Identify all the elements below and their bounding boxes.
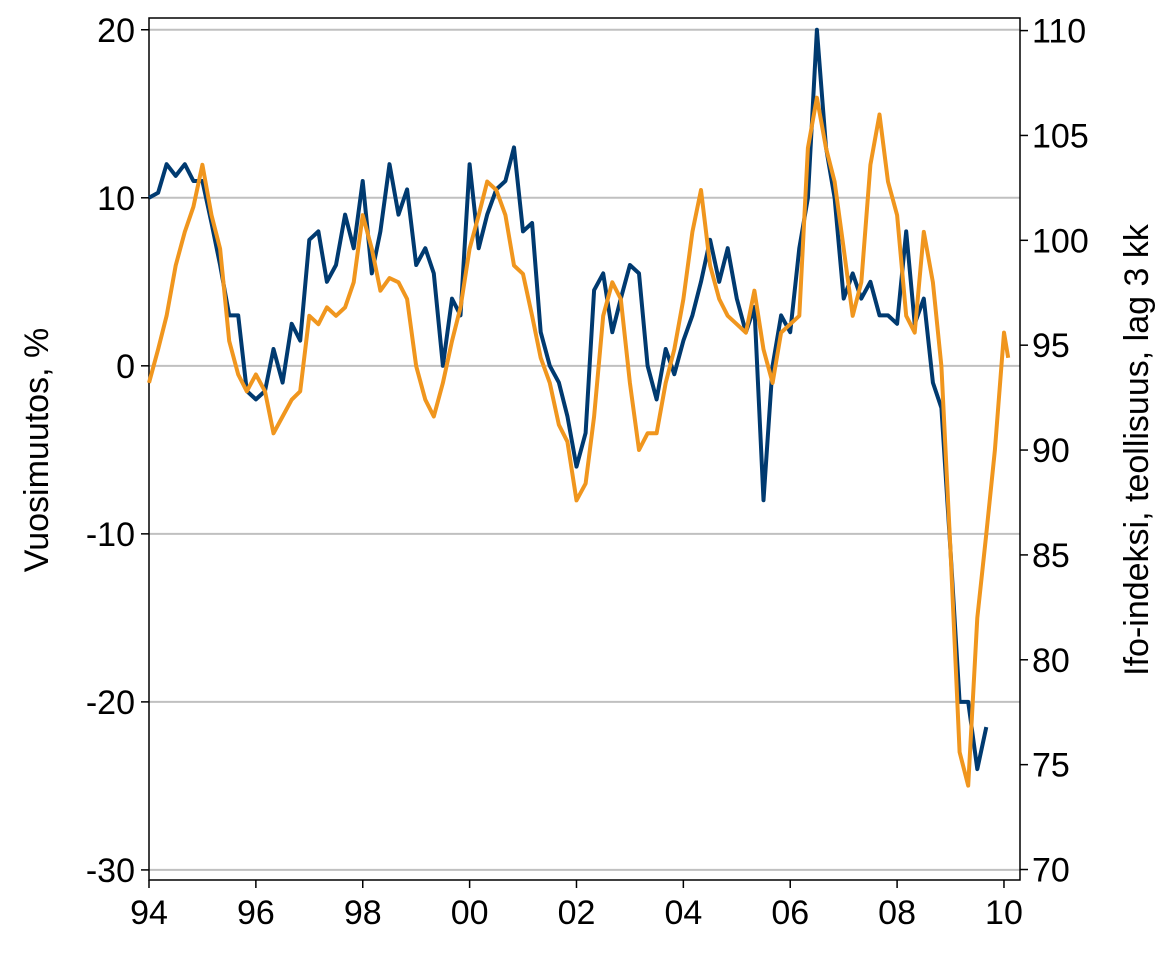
x-tick-label: 04 [664, 894, 702, 932]
y-tick-label: 10 [97, 180, 135, 218]
x-tick-label: 06 [771, 894, 809, 932]
y2-tick-label: 80 [1032, 642, 1070, 680]
x-tick-label: 08 [878, 894, 916, 932]
y2-tick-label: 95 [1032, 327, 1070, 365]
x-tick-label: 96 [237, 894, 275, 932]
y2-tick-label: 100 [1032, 222, 1089, 260]
y2-tick-label: 110 [1032, 13, 1086, 51]
y2-tick-label: 75 [1032, 747, 1070, 785]
y2-tick-label: 105 [1032, 117, 1089, 155]
x-tick-label: 02 [558, 894, 596, 932]
x-tick-label: 94 [130, 894, 168, 932]
plot-frame [148, 17, 1021, 881]
y-tick-label: -30 [86, 852, 135, 890]
y-tick-label: -20 [86, 684, 135, 722]
x-tick-label: 98 [344, 894, 382, 932]
series-line [147, 95, 1011, 788]
x-tick-label: 00 [451, 894, 489, 932]
y-axis-title: Vuosimuutos, % [18, 328, 56, 572]
y-tick-label: -10 [86, 516, 135, 554]
y2-tick-label: 85 [1032, 537, 1070, 575]
y-tick-label: 0 [116, 348, 135, 386]
series-line [148, 27, 989, 772]
y2-axis-title: Ifo-indeksi, teollisuus, lag 3 kk [1118, 223, 1156, 676]
x-tick-label: 10 [985, 894, 1023, 932]
y2-tick-label: 70 [1032, 852, 1070, 890]
y-tick-label: 20 [97, 12, 135, 50]
y2-tick-label: 90 [1032, 432, 1070, 470]
